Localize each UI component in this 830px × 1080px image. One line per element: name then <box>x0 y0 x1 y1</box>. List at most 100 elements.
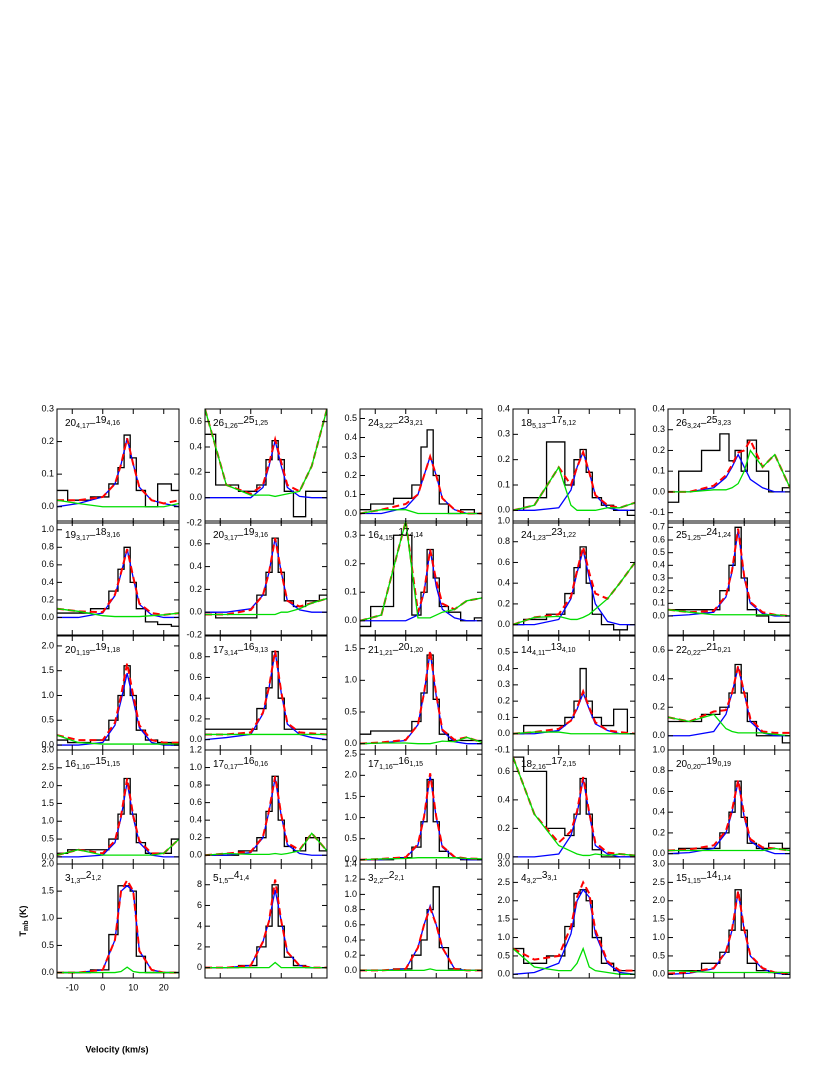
spectrum-line <box>360 857 482 861</box>
y-tick-label: 0.6 <box>189 797 202 807</box>
panel-frame <box>204 520 328 636</box>
spectrum-line <box>360 968 482 972</box>
panel: 0.0 0.2 0.4 0.6 0.8 1.0 1.2 1.4 32,2–22,1 <box>344 858 483 979</box>
panel-frame <box>359 520 483 636</box>
label-part: 15 <box>95 756 107 767</box>
spectrum-line <box>668 969 790 974</box>
spectrum-line <box>205 879 327 969</box>
label-part: 26 <box>676 418 688 429</box>
y-tick-label: 0.4 <box>189 693 202 703</box>
y-tick-label: 0.2 <box>41 594 54 604</box>
panel-frame <box>359 863 483 979</box>
panel: -0.2 0.0 0.2 0.4 0.6 203,17–193,16 <box>186 520 328 639</box>
y-tick-label: 0.3 <box>41 403 54 413</box>
panel: 0.0 0.1 0.2 0.3 0.4 0.5 243,22–233,21 <box>344 408 483 524</box>
label-part: 14 <box>706 870 718 881</box>
label-part: – <box>393 418 399 429</box>
y-tick-label: 0.6 <box>189 672 202 682</box>
label-part: 1,5 <box>219 878 229 885</box>
y-tick-label: 0.0 <box>189 734 202 744</box>
spectrum-line <box>360 905 482 972</box>
spectrum-line <box>57 885 179 974</box>
label-part: 25 <box>706 415 718 426</box>
transition-label: 251,25–241,24 <box>676 527 731 542</box>
spectrum-line <box>57 438 179 508</box>
spectrum-line <box>57 499 179 508</box>
panel: 0.0 0.1 0.2 0.3 0.4 0.5 0.6 0.7 251,25–241,24 <box>652 520 791 636</box>
label-part: – <box>80 873 86 884</box>
y-tick-label: 2 <box>197 941 202 951</box>
y-tick-label: 0.5 <box>41 940 54 950</box>
label-part: 5,13 <box>532 423 546 430</box>
label-part: 17 <box>398 527 410 538</box>
y-tick-label: 0.5 <box>652 950 665 960</box>
y-tick-label: 1.0 <box>41 690 54 700</box>
y-tick-label: 2.5 <box>497 877 510 887</box>
y-tick-label: 1.2 <box>189 744 202 754</box>
y-tick-label: 0.2 <box>497 823 510 833</box>
label-part: 19 <box>95 415 107 426</box>
y-tick-label: 0.0 <box>41 612 54 622</box>
label-part: – <box>90 418 96 429</box>
y-tick-label: 0.2 <box>497 454 510 464</box>
y-tick-label: 0.7 <box>652 522 665 532</box>
panel: 0.0 0.2 0.4 0.6 0.8 1.0 193,17–183,16 <box>41 520 180 636</box>
label-part: 2 <box>389 870 395 881</box>
y-tick-label: 0.4 <box>497 578 510 588</box>
y-tick-label: 1.5 <box>652 914 665 924</box>
spectrum-line <box>668 437 790 493</box>
transition-label: 173,14–163,13 <box>213 642 268 657</box>
transition-label: 144,11–134,10 <box>521 642 576 657</box>
transition-label: 161,16–151,15 <box>65 756 120 771</box>
panel: -0.2 0.0 0.2 0.4 0.6 261,26–251,25 <box>186 408 328 527</box>
y-tick-label: 0.0 <box>652 610 665 620</box>
y-tick-label: 0.0 <box>344 615 357 625</box>
label-part: 20 <box>398 642 410 653</box>
label-part: 1,15 <box>106 761 120 768</box>
y-tick-label: 0.1 <box>652 466 665 476</box>
label-part: 1,23 <box>532 535 546 542</box>
label-part: 1,15 <box>409 761 423 768</box>
y-tick-label: 0.2 <box>497 696 510 706</box>
y-tick-label: 0.0 <box>344 738 357 748</box>
y-tick-label: 0.5 <box>497 647 510 657</box>
y-tick-label: 0.6 <box>189 538 202 548</box>
panel-frame <box>512 520 636 636</box>
y-tick-label: 0.0 <box>497 619 510 629</box>
label-part: 16 <box>368 530 380 541</box>
label-part: – <box>393 530 399 541</box>
y-tick-label: 0.0 <box>652 730 665 740</box>
y-tick-label: 0.0 <box>344 508 357 518</box>
y-tick-label: 0.6 <box>41 559 54 569</box>
y-tick-label: 0.0 <box>41 739 54 749</box>
panel-frame <box>359 408 483 524</box>
label-part: 21 <box>368 645 380 656</box>
y-tick-label: 0.0 <box>41 851 54 861</box>
transition-label: 193,17–183,16 <box>65 527 120 542</box>
y-tick-label: 1.5 <box>41 798 54 808</box>
label-part: 4,15 <box>379 535 393 542</box>
label-part: 4,14 <box>409 532 423 539</box>
label-part: 25 <box>676 530 688 541</box>
label-part: 22 <box>676 645 688 656</box>
spectrum-line <box>513 946 635 975</box>
y-tick-label: 0.5 <box>344 833 357 843</box>
y-tick-label: 0.0 <box>497 728 510 738</box>
y-tick-label: 2.0 <box>344 770 357 780</box>
label-part: 24 <box>368 418 380 429</box>
y-tick-label: -0.1 <box>494 744 510 754</box>
y-tick-label: 8 <box>197 879 202 889</box>
y-tick-label: 0.3 <box>344 451 357 461</box>
label-part: – <box>393 759 399 770</box>
panel-frame <box>667 408 791 524</box>
panel-frame <box>667 863 791 979</box>
y-tick-label: 2.0 <box>41 640 54 650</box>
y-tick-label: 0.8 <box>41 542 54 552</box>
panel: 0.0 0.2 0.4 0.6 0.8 173,14–163,13 <box>189 635 328 751</box>
panel: 0.0 0.5 1.0 1.5 2.0 -10 0 10 20 31,3–21,2 <box>41 858 180 992</box>
spectrum-line <box>57 778 179 857</box>
spectrum-line <box>205 884 327 969</box>
y-label-main: T <box>18 931 28 937</box>
spectrum-line <box>513 449 635 512</box>
